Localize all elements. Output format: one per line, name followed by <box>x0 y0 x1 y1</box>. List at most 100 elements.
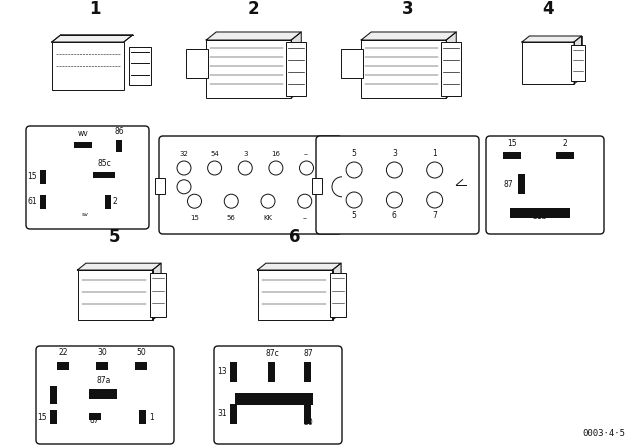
Bar <box>312 178 322 194</box>
Bar <box>50 410 57 424</box>
FancyBboxPatch shape <box>214 346 342 444</box>
Circle shape <box>177 180 191 194</box>
Circle shape <box>387 192 403 208</box>
Text: KK: KK <box>264 215 273 221</box>
Text: 3: 3 <box>243 151 248 157</box>
Bar <box>441 42 461 96</box>
Bar <box>268 362 275 382</box>
Bar <box>286 42 307 96</box>
Text: 15: 15 <box>28 172 37 181</box>
Text: 6: 6 <box>392 211 397 220</box>
Circle shape <box>188 194 202 208</box>
Polygon shape <box>257 263 341 270</box>
FancyBboxPatch shape <box>159 136 342 234</box>
Text: 15: 15 <box>190 215 199 221</box>
Text: 87: 87 <box>90 416 99 425</box>
Bar <box>105 194 111 209</box>
Bar <box>510 208 570 218</box>
Text: 2: 2 <box>563 139 568 148</box>
Bar <box>330 273 346 317</box>
Text: wv: wv <box>77 129 88 138</box>
Text: 56: 56 <box>227 215 236 221</box>
Bar <box>40 170 46 184</box>
Polygon shape <box>361 32 456 40</box>
Bar <box>74 142 92 148</box>
FancyBboxPatch shape <box>486 136 604 234</box>
Polygon shape <box>206 32 301 40</box>
Bar <box>58 362 69 370</box>
Text: 15: 15 <box>37 413 47 422</box>
Bar <box>206 40 291 98</box>
Bar <box>361 40 446 98</box>
Polygon shape <box>333 263 341 320</box>
Circle shape <box>261 194 275 208</box>
Bar <box>40 194 46 209</box>
Bar <box>230 362 237 382</box>
Circle shape <box>427 192 443 208</box>
Text: 22: 22 <box>59 348 68 357</box>
Bar <box>97 362 108 370</box>
Text: 0003·4·5: 0003·4·5 <box>582 429 625 438</box>
Text: 6: 6 <box>289 228 301 246</box>
Text: --: -- <box>302 215 307 221</box>
Bar <box>305 362 312 382</box>
Text: 1: 1 <box>89 0 100 18</box>
Text: 30: 30 <box>303 418 313 427</box>
Bar <box>139 410 146 424</box>
Text: 32: 32 <box>180 151 188 157</box>
Text: 85c: 85c <box>97 159 111 168</box>
Text: 30: 30 <box>97 348 108 357</box>
Text: --: -- <box>304 151 309 157</box>
Bar <box>305 404 312 424</box>
Text: 1: 1 <box>149 413 154 422</box>
Circle shape <box>269 161 283 175</box>
Circle shape <box>427 162 443 178</box>
Circle shape <box>346 162 362 178</box>
Text: 2: 2 <box>113 197 118 206</box>
Text: 87c: 87c <box>265 349 279 358</box>
Bar <box>155 178 165 194</box>
Circle shape <box>346 192 362 208</box>
Bar <box>77 270 152 320</box>
Bar <box>235 393 313 405</box>
Text: 1: 1 <box>433 150 437 159</box>
Bar <box>50 386 57 404</box>
FancyBboxPatch shape <box>36 346 174 444</box>
Bar <box>556 152 574 159</box>
Text: 15: 15 <box>508 139 517 148</box>
Circle shape <box>300 161 314 175</box>
Polygon shape <box>291 32 301 98</box>
Polygon shape <box>574 36 582 84</box>
FancyBboxPatch shape <box>316 136 479 234</box>
Circle shape <box>207 161 221 175</box>
Bar <box>503 152 521 159</box>
Bar <box>129 47 151 85</box>
Text: 5: 5 <box>351 150 356 159</box>
Bar <box>522 42 574 84</box>
Text: 3: 3 <box>402 0 414 18</box>
Bar <box>93 172 115 178</box>
Text: 3: 3 <box>392 150 397 159</box>
Bar <box>257 270 333 320</box>
Text: 13: 13 <box>218 367 227 376</box>
Text: 7: 7 <box>432 211 437 220</box>
Circle shape <box>238 161 252 175</box>
Bar <box>341 49 364 78</box>
FancyBboxPatch shape <box>26 126 149 229</box>
Text: 86: 86 <box>115 127 124 136</box>
Bar <box>571 45 585 81</box>
Text: 4: 4 <box>542 0 554 18</box>
Text: 16: 16 <box>271 151 280 157</box>
Bar <box>90 389 117 399</box>
Text: 5: 5 <box>351 211 356 220</box>
Circle shape <box>387 162 403 178</box>
Text: 31b: 31b <box>533 212 547 221</box>
Circle shape <box>298 194 312 208</box>
Circle shape <box>224 194 238 208</box>
Bar <box>518 174 525 194</box>
Polygon shape <box>152 263 161 320</box>
Bar <box>150 273 166 317</box>
Text: sv: sv <box>82 212 89 217</box>
Polygon shape <box>522 36 582 42</box>
Text: 5: 5 <box>109 228 121 246</box>
